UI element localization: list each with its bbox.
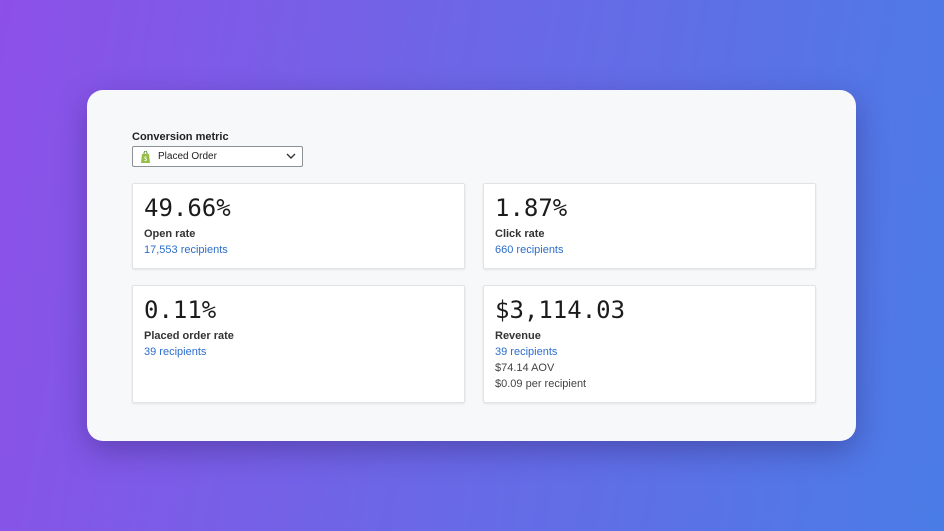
metric-card: 0.11% Placed order rate 39 recipients — [132, 285, 465, 403]
metric-detail: $0.09 per recipient — [495, 378, 587, 390]
metric-label: Click rate — [495, 228, 545, 240]
metric-value: 1.87% — [495, 194, 568, 222]
metric-label: Placed order rate — [144, 330, 234, 342]
metric-value: $3,114.03 — [495, 296, 626, 324]
recipients-link[interactable]: 39 recipients — [495, 346, 558, 358]
metric-card: $3,114.03 Revenue 39 recipients $74.14 AOV $… — [483, 285, 816, 403]
metric-card: 1.87% Click rate 660 recipients — [483, 183, 816, 269]
panel: Conversion metric Placed Order 49.66% Ope… — [87, 90, 856, 441]
shopify-icon — [141, 151, 150, 163]
metric-detail: $74.14 AOV — [495, 362, 555, 374]
metric-label: Revenue — [495, 330, 541, 342]
recipients-link[interactable]: 660 recipients — [495, 244, 564, 256]
select-value: Placed Order — [158, 151, 217, 162]
chevron — [286, 153, 296, 159]
field-label: Conversion metric — [132, 131, 229, 143]
recipients-link[interactable]: 39 recipients — [144, 346, 207, 358]
metric-value: 49.66% — [144, 194, 231, 222]
metric-value: 0.11% — [144, 296, 217, 324]
metric-label: Open rate — [144, 228, 196, 240]
recipients-link[interactable]: 17,553 recipients — [144, 244, 228, 256]
metric-select[interactable]: Placed Order — [132, 146, 303, 167]
metric-card: 49.66% Open rate 17,553 recipients — [132, 183, 465, 269]
